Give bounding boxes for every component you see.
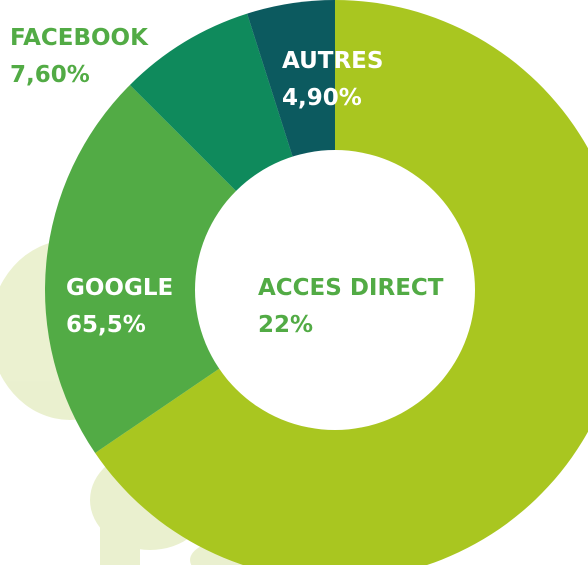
category-label: GOOGLE bbox=[66, 275, 173, 301]
chart: GOOGLE 65,5% ACCES DIRECT 22% FACEBOOK 7,60% A… bbox=[0, 0, 588, 565]
category-label: FACEBOOK bbox=[10, 25, 149, 51]
category-label: AUTRES bbox=[282, 48, 383, 74]
page: {"chart_data": {"type": "pie", "categori… bbox=[0, 0, 588, 565]
value-label: 22% bbox=[258, 312, 313, 338]
value-label: 65,5% bbox=[66, 312, 146, 338]
value-label: 7,60% bbox=[10, 62, 90, 88]
category-label: ACCES DIRECT bbox=[258, 275, 444, 301]
value-label: 4,90% bbox=[282, 85, 362, 111]
